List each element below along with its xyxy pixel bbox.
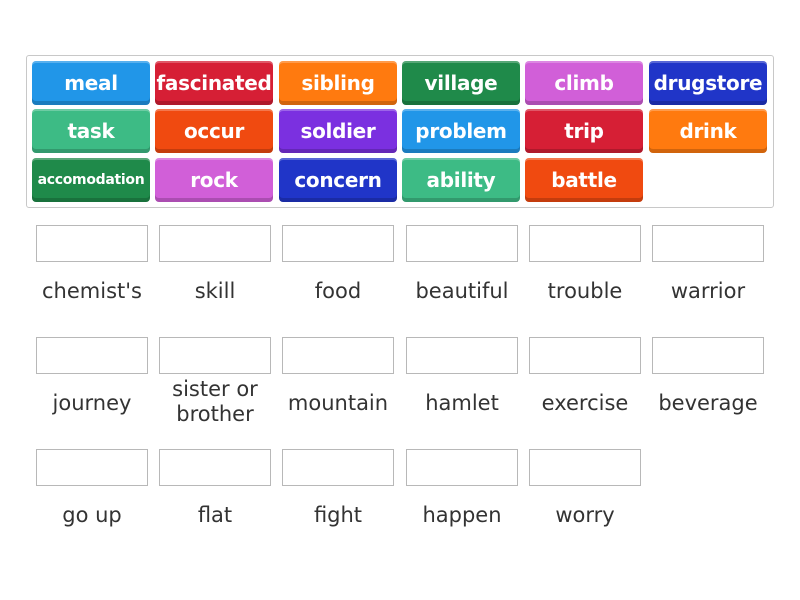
target-label: sister or brother	[172, 377, 258, 426]
target-label: journey	[52, 391, 132, 415]
target-label: chemist's	[42, 279, 142, 303]
answer-tile[interactable]: soldier	[279, 109, 397, 153]
target-label: flat	[197, 503, 233, 527]
drop-slot[interactable]	[282, 449, 394, 486]
answer-tile[interactable]: trip	[525, 109, 643, 153]
target-label: food	[314, 279, 362, 303]
drop-slot[interactable]	[406, 225, 518, 262]
answer-tile[interactable]: drink	[649, 109, 767, 153]
drop-slot[interactable]	[282, 225, 394, 262]
target-label: happen	[422, 503, 502, 527]
drop-slot[interactable]	[652, 337, 764, 374]
target-label: fight	[313, 503, 363, 527]
drop-slot[interactable]	[652, 225, 764, 262]
target-label: beverage	[658, 391, 758, 415]
target-label: trouble	[547, 279, 623, 303]
target-label: hamlet	[425, 391, 499, 415]
target-label: worry	[555, 503, 615, 527]
drop-slot[interactable]	[529, 225, 641, 262]
answer-tile[interactable]: sibling	[279, 61, 397, 105]
answer-tile[interactable]: village	[402, 61, 520, 105]
target-label: skill	[194, 279, 236, 303]
answer-tile[interactable]: task	[32, 109, 150, 153]
answer-tile[interactable]: drugstore	[649, 61, 767, 105]
drop-slot[interactable]	[406, 449, 518, 486]
drop-slot[interactable]	[529, 337, 641, 374]
answer-tile[interactable]: occur	[155, 109, 273, 153]
answer-tile[interactable]: meal	[32, 61, 150, 105]
answer-tile[interactable]: concern	[279, 158, 397, 202]
drop-slot[interactable]	[282, 337, 394, 374]
answer-tile[interactable]: climb	[525, 61, 643, 105]
drop-slot[interactable]	[36, 449, 148, 486]
drop-slot[interactable]	[159, 337, 271, 374]
answer-tile[interactable]: accomodation	[32, 158, 150, 202]
target-label: mountain	[287, 391, 389, 415]
answer-tile[interactable]: battle	[525, 158, 643, 202]
drop-slot[interactable]	[36, 225, 148, 262]
answer-tile[interactable]: ability	[402, 158, 520, 202]
drop-slot[interactable]	[159, 225, 271, 262]
target-label: warrior	[670, 279, 746, 303]
answer-tile[interactable]: rock	[155, 158, 273, 202]
target-label: beautiful	[415, 279, 509, 303]
answer-tile[interactable]: fascinated	[155, 61, 273, 105]
drop-slot[interactable]	[159, 449, 271, 486]
drop-slot[interactable]	[406, 337, 518, 374]
drop-slot[interactable]	[529, 449, 641, 486]
target-label: exercise	[541, 391, 629, 415]
answer-tile[interactable]: problem	[402, 109, 520, 153]
drop-slot[interactable]	[36, 337, 148, 374]
target-label: go up	[62, 503, 122, 527]
answer-pool	[26, 55, 774, 208]
